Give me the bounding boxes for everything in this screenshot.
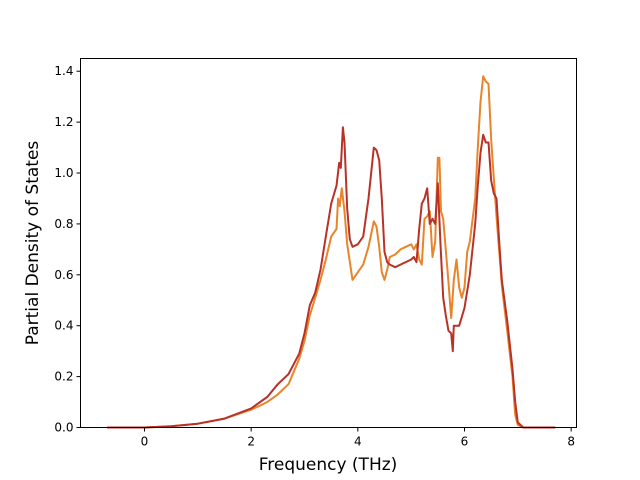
x-tick-label: 0 bbox=[141, 435, 149, 449]
series-line-1 bbox=[107, 75, 556, 429]
x-tick-label: 8 bbox=[567, 435, 575, 449]
series-line-2 bbox=[107, 126, 556, 429]
x-axis-title: Frequency (THz) bbox=[259, 455, 398, 475]
y-tick-label: 0.4 bbox=[54, 319, 73, 333]
y-axis-title: Partial Density of States bbox=[23, 141, 43, 346]
plot-area-frame bbox=[80, 58, 577, 428]
y-tick-label: 0.2 bbox=[54, 370, 73, 384]
x-tick-label: 2 bbox=[247, 435, 255, 449]
y-tick-label: 1.2 bbox=[54, 115, 73, 129]
x-axis: 0 2 4 6 8 bbox=[141, 427, 575, 449]
x-tick-label: 6 bbox=[461, 435, 469, 449]
y-tick-label: 1.4 bbox=[54, 64, 73, 78]
y-tick-label: 1.0 bbox=[54, 166, 73, 180]
series-lines bbox=[107, 75, 556, 429]
y-tick-label: 0.8 bbox=[54, 217, 73, 231]
y-tick-label: 0.0 bbox=[54, 421, 73, 435]
x-tick-label: 4 bbox=[354, 435, 362, 449]
y-axis: 0.0 0.2 0.4 0.6 0.8 1.0 1.2 1.4 bbox=[54, 64, 81, 435]
y-tick-label: 0.6 bbox=[54, 268, 73, 282]
